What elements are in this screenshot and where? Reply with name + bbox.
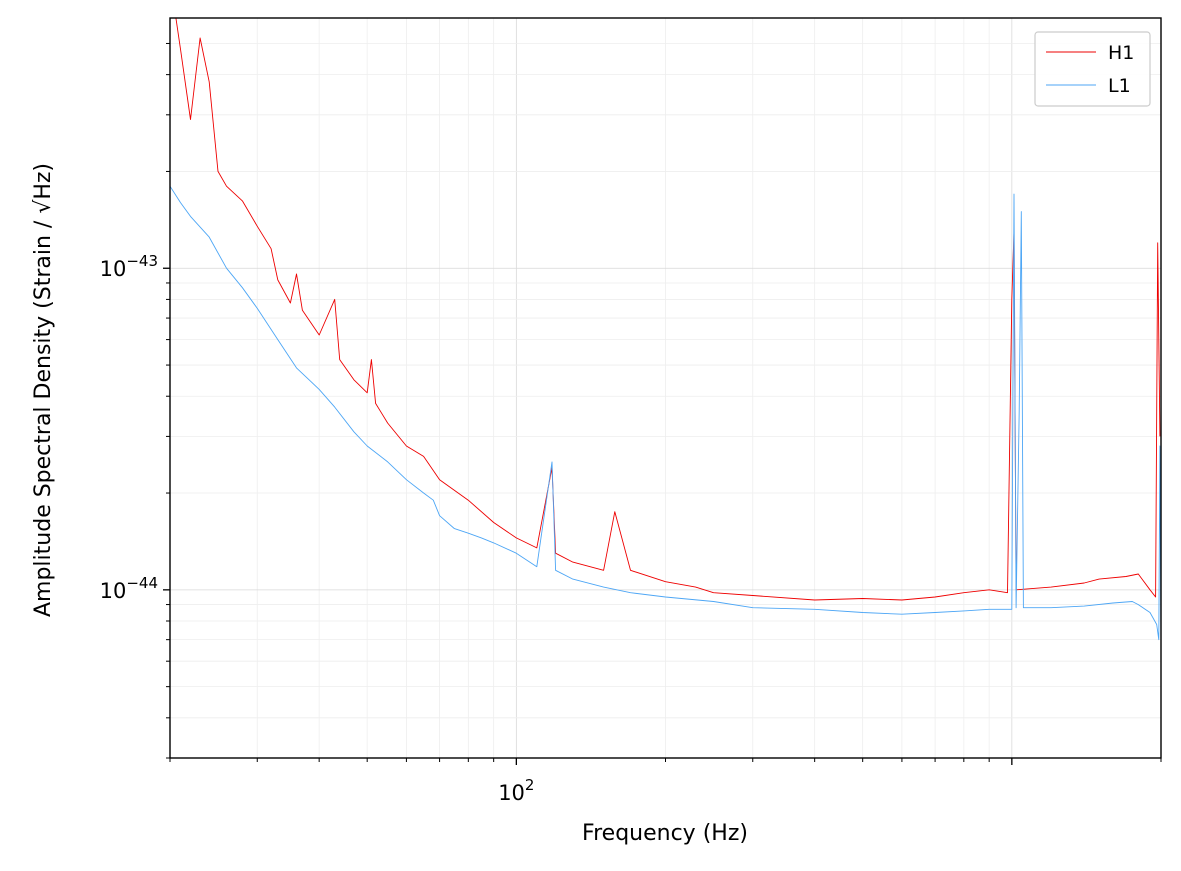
y-tick-label: 10−44 bbox=[100, 574, 158, 603]
y-tick-label: 10−43 bbox=[100, 252, 158, 281]
y-axis-title: Amplitude Spectral Density (Strain / √Hz… bbox=[31, 163, 56, 617]
series-line-l1 bbox=[170, 185, 1161, 651]
legend: H1 L1 bbox=[1034, 31, 1151, 107]
legend-box bbox=[1034, 31, 1151, 107]
legend-label-h1: H1 bbox=[1108, 42, 1134, 64]
legend-label-l1: L1 bbox=[1108, 75, 1131, 97]
x-tick-label: 102 bbox=[498, 776, 534, 805]
x-axis-title: Frequency (Hz) bbox=[582, 821, 748, 846]
